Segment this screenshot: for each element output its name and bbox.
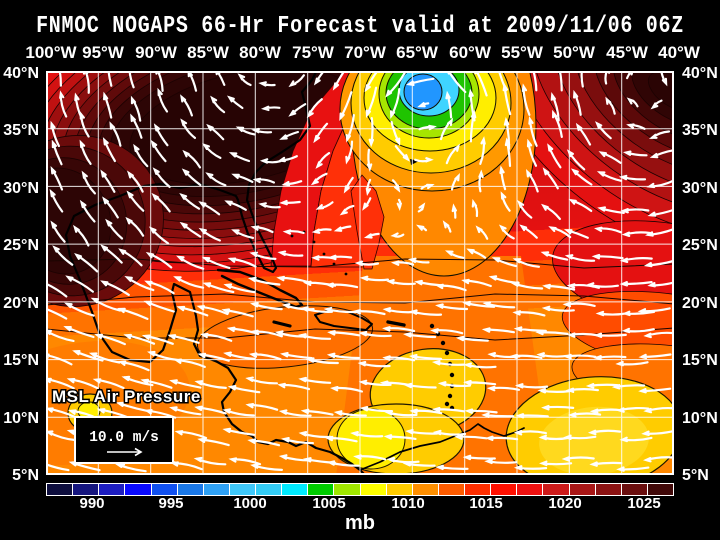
svg-text:10.0 m/s: 10.0 m/s bbox=[89, 430, 159, 446]
svg-text:MSL Air Pressure: MSL Air Pressure bbox=[52, 387, 201, 406]
